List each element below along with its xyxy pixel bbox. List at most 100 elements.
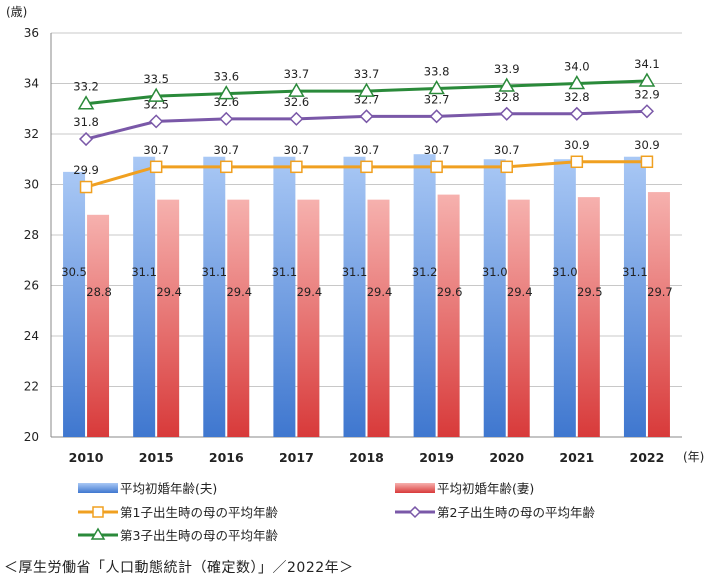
point-marker-triangle — [288, 82, 305, 97]
point-marker-square — [220, 160, 233, 174]
legend-swatch-bar — [395, 483, 435, 493]
bar-husband — [343, 156, 366, 437]
point-marker-square — [570, 155, 584, 169]
point-marker-triangle — [358, 82, 375, 97]
x-tick-label: 2016 — [209, 450, 244, 465]
bar-data-label: 31.1 — [201, 265, 227, 279]
point-marker-diamond — [639, 104, 655, 119]
source-note: ＜厚生労働省「人口動態統計（確定数）」／2022年＞ — [4, 560, 354, 576]
x-tick-label: 2021 — [559, 450, 594, 465]
y-tick-label: 36 — [24, 26, 39, 40]
x-tick-label: 2022 — [630, 450, 665, 465]
line-data-label: 29.9 — [73, 163, 99, 177]
line-data-label: 30.9 — [564, 138, 590, 152]
line-data-label: 30.7 — [494, 143, 520, 157]
point-marker-diamond — [429, 109, 444, 124]
gridlines — [50, 32, 682, 438]
x-tick-label: 2018 — [349, 450, 384, 465]
legend-marker-diamond — [408, 505, 422, 519]
y-tick-label: 26 — [24, 279, 39, 293]
legend-marker-triangle — [90, 527, 106, 540]
line-data-label: 32.8 — [494, 90, 520, 104]
line-data-label: 32.9 — [634, 87, 660, 101]
point-marker-square — [79, 180, 93, 194]
point-marker-square — [360, 160, 373, 174]
bar-data-label: 31.1 — [272, 265, 298, 279]
x-tick-label: 2019 — [419, 450, 454, 465]
legend: 平均初婚年齢(夫) 平均初婚年齢(妻) 第1子出生時の母の平均年齢 第2子出生時の母の… — [78, 481, 595, 543]
line-data-label: 31.8 — [73, 115, 99, 129]
line-data-label: 33.7 — [354, 67, 380, 81]
point-marker-diamond — [569, 106, 584, 121]
bar-data-label: 31.1 — [622, 265, 648, 279]
bar-wife — [647, 192, 670, 437]
bar-husband — [623, 156, 646, 437]
legend-label: 第1子出生時の母の平均年齢 — [120, 505, 278, 520]
bar-husband — [273, 156, 296, 437]
bar-data-label: 29.6 — [437, 285, 463, 299]
point-marker-triangle — [638, 72, 656, 87]
line-group: 29.9 30.7 30.7 30.7 30.7 30.7 30.7 30.9 30.9 31.8… — [73, 57, 660, 194]
x-tick-label: 2020 — [489, 450, 524, 465]
point-marker-triangle — [147, 87, 165, 102]
line-data-label: 33.7 — [284, 67, 310, 81]
line-data-label: 30.9 — [634, 138, 660, 152]
bar-data-label: 31.0 — [482, 265, 508, 279]
line-data-label: 30.7 — [213, 143, 239, 157]
y-axis-ticks: 20 22 24 26 28 30 32 34 36 — [24, 26, 39, 444]
bar-husband — [203, 156, 226, 437]
bar-husband — [553, 159, 576, 437]
point-marker-diamond — [289, 111, 304, 126]
y-tick-label: 22 — [24, 380, 39, 394]
line-data-label: 30.7 — [284, 143, 310, 157]
legend-label: 第2子出生時の母の平均年齢 — [437, 505, 595, 520]
point-marker-diamond — [219, 111, 234, 126]
point-marker-triangle — [428, 80, 445, 95]
x-axis-unit-label: (年) — [683, 450, 704, 464]
y-tick-label: 24 — [24, 329, 39, 343]
point-marker-diamond — [499, 106, 514, 121]
bar-data-label: 29.7 — [647, 285, 673, 299]
legend-swatch-bar — [78, 483, 118, 493]
point-marker-triangle — [217, 85, 235, 100]
point-marker-square — [149, 160, 163, 174]
bar-wife — [87, 214, 110, 437]
bar-husband — [133, 156, 156, 437]
bar-wife — [437, 194, 460, 437]
line-data-label: 33.8 — [424, 65, 450, 79]
bar-data-label: 31.1 — [131, 265, 157, 279]
bar-wife — [297, 199, 320, 437]
point-marker-square — [290, 160, 303, 174]
point-marker-square — [430, 160, 443, 174]
y-tick-label: 34 — [24, 77, 39, 91]
bar-data-label: 29.4 — [226, 285, 252, 299]
point-marker-square — [640, 155, 654, 169]
y-tick-label: 32 — [24, 127, 39, 141]
bar-data-label: 30.5 — [61, 265, 87, 279]
bar-husband — [483, 159, 506, 437]
point-marker-diamond — [78, 131, 94, 147]
point-marker-square — [500, 160, 513, 174]
bar-husband — [413, 154, 436, 437]
y-axis-unit-label: (歳) — [6, 5, 27, 19]
bar-group: 30.5 31.1 31.1 31.1 31.1 31.2 31.0 31.0 31.1 28.8… — [61, 154, 673, 437]
line-data-label: 34.1 — [634, 57, 660, 71]
bar-wife — [507, 199, 530, 437]
bar-data-label: 29.4 — [507, 285, 533, 299]
x-tick-label: 2017 — [279, 450, 314, 465]
bar-data-label: 29.4 — [367, 285, 393, 299]
bar-data-label: 31.1 — [342, 265, 368, 279]
bar-data-label: 29.4 — [297, 285, 323, 299]
line-data-label: 33.2 — [73, 80, 99, 94]
point-marker-diamond — [359, 109, 374, 124]
line-data-label: 32.6 — [284, 95, 310, 109]
bar-wife — [367, 199, 390, 437]
bar-wife — [157, 199, 180, 437]
x-axis-ticks: 2010 2015 2016 2017 2018 2019 2020 2021 2022 — [69, 450, 665, 465]
bar-data-label: 31.0 — [552, 265, 578, 279]
legend-label: 平均初婚年齢(夫) — [120, 481, 217, 496]
x-tick-label: 2010 — [69, 450, 104, 465]
line-data-label: 33.5 — [143, 72, 169, 86]
y-tick-label: 20 — [24, 430, 39, 444]
